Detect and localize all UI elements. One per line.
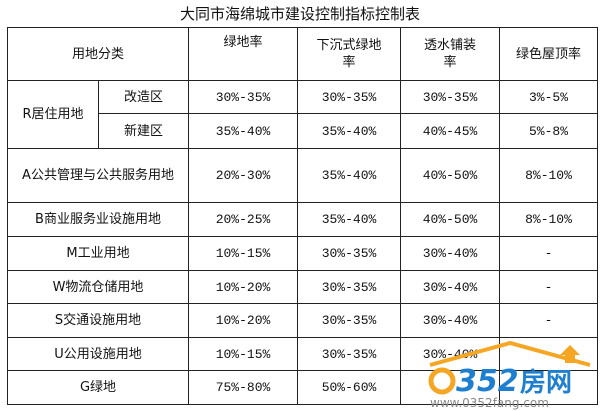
row-sublabel: 新建区 <box>98 113 189 149</box>
header-sunken-green: 下沉式绿地率 <box>297 27 401 81</box>
table-row: R居住用地 改造区 30%-35% 30%-35% 30%-35% 3%-5% <box>7 80 598 149</box>
cell: 30%-40% <box>400 303 500 338</box>
table-row: B商业服务业设施用地 20%-25% 35%-40% 40%-50% 8%-10% <box>7 202 598 237</box>
cell: 30%-40% <box>400 270 500 304</box>
cell: 8%-10% <box>499 148 598 203</box>
cell: 50%-60% <box>297 370 401 405</box>
cell: 35%-40% <box>297 202 401 237</box>
cell: 75%-80% <box>188 370 298 405</box>
svg-text:房网: 房网 <box>520 368 572 398</box>
cell: 3%-5% <box>499 80 598 114</box>
cell: 35%-40% <box>297 148 401 203</box>
cell: 10%-20% <box>188 303 298 338</box>
control-index-table: 用地分类 绿地率 下沉式绿地率 透水铺装率 绿色屋顶率 R居住用地 改造区 30… <box>7 27 598 405</box>
cell: 40%-50% <box>400 148 500 203</box>
row-label: R居住用地 <box>7 80 99 149</box>
cell: - <box>499 270 598 304</box>
cell: 30%-35% <box>188 80 298 114</box>
cell <box>499 370 598 405</box>
header-permeable: 透水铺装率 <box>400 27 500 81</box>
table-title: 大同市海绵城市建设控制指标控制表 <box>179 5 420 23</box>
table-row: W物流仓储用地 10%-20% 30%-35% 30%-40% - <box>7 270 598 304</box>
cell: 30%-40% <box>400 236 500 271</box>
cell: 40%-45% <box>400 113 500 149</box>
table-row: A公共管理与公共服务用地 20%-30% 35%-40% 40%-50% 8%-10% <box>7 148 598 203</box>
cell: 30%-35% <box>297 236 401 271</box>
row-label: A公共管理与公共服务用地 <box>7 148 189 203</box>
table-row: U公用设施用地 10%-15% 30%-35% 30%-40% - <box>7 337 598 371</box>
row-label: S交通设施用地 <box>7 303 189 338</box>
cell: 8%-10% <box>499 202 598 237</box>
row-label: G绿地 <box>7 370 189 405</box>
cell: 20%-25% <box>188 202 298 237</box>
cell: - <box>499 303 598 338</box>
cell: 5%-8% <box>499 113 598 149</box>
row-sublabel: 改造区 <box>98 80 189 114</box>
cell: 30%-35% <box>297 337 401 371</box>
cell: 10%-15% <box>188 337 298 371</box>
cell: - <box>499 236 598 271</box>
header-green-roof: 绿色屋顶率 <box>499 27 598 81</box>
row-label: U公用设施用地 <box>7 337 189 371</box>
table-row: M工业用地 10%-15% 30%-35% 30%-40% - <box>7 236 598 271</box>
table-row: 新建区 35%-40% 35%-40% 40%-45% 5%-8% <box>8 113 598 149</box>
svg-text:352: 352 <box>456 364 519 399</box>
header-category: 用地分类 <box>7 27 189 81</box>
cell: 30%-35% <box>297 80 401 114</box>
row-label: B商业服务业设施用地 <box>7 202 189 237</box>
table-row: S交通设施用地 10%-20% 30%-35% 30%-40% - <box>7 303 598 338</box>
cell: 10%-20% <box>188 270 298 304</box>
table-row: G绿地 75%-80% 50%-60% <box>7 370 598 405</box>
header-row: 用地分类 绿地率 下沉式绿地率 透水铺装率 绿色屋顶率 <box>7 27 598 81</box>
cell: 35%-40% <box>297 113 401 149</box>
row-label: M工业用地 <box>7 236 189 271</box>
cell: 40%-50% <box>400 202 500 237</box>
cell: 20%-30% <box>188 148 298 203</box>
cell: 35%-40% <box>188 113 298 149</box>
cell: 30%-35% <box>297 303 401 338</box>
header-green-rate: 绿地率 <box>188 27 298 81</box>
cell: 10%-15% <box>188 236 298 271</box>
row-label: W物流仓储用地 <box>7 270 189 304</box>
watermark-logo: 352 房网 www.0352fang.com <box>428 340 591 410</box>
cell: 30%-35% <box>297 270 401 304</box>
cell: 30%-35% <box>400 80 500 114</box>
svg-text:www.0352fang.com: www.0352fang.com <box>430 396 549 410</box>
